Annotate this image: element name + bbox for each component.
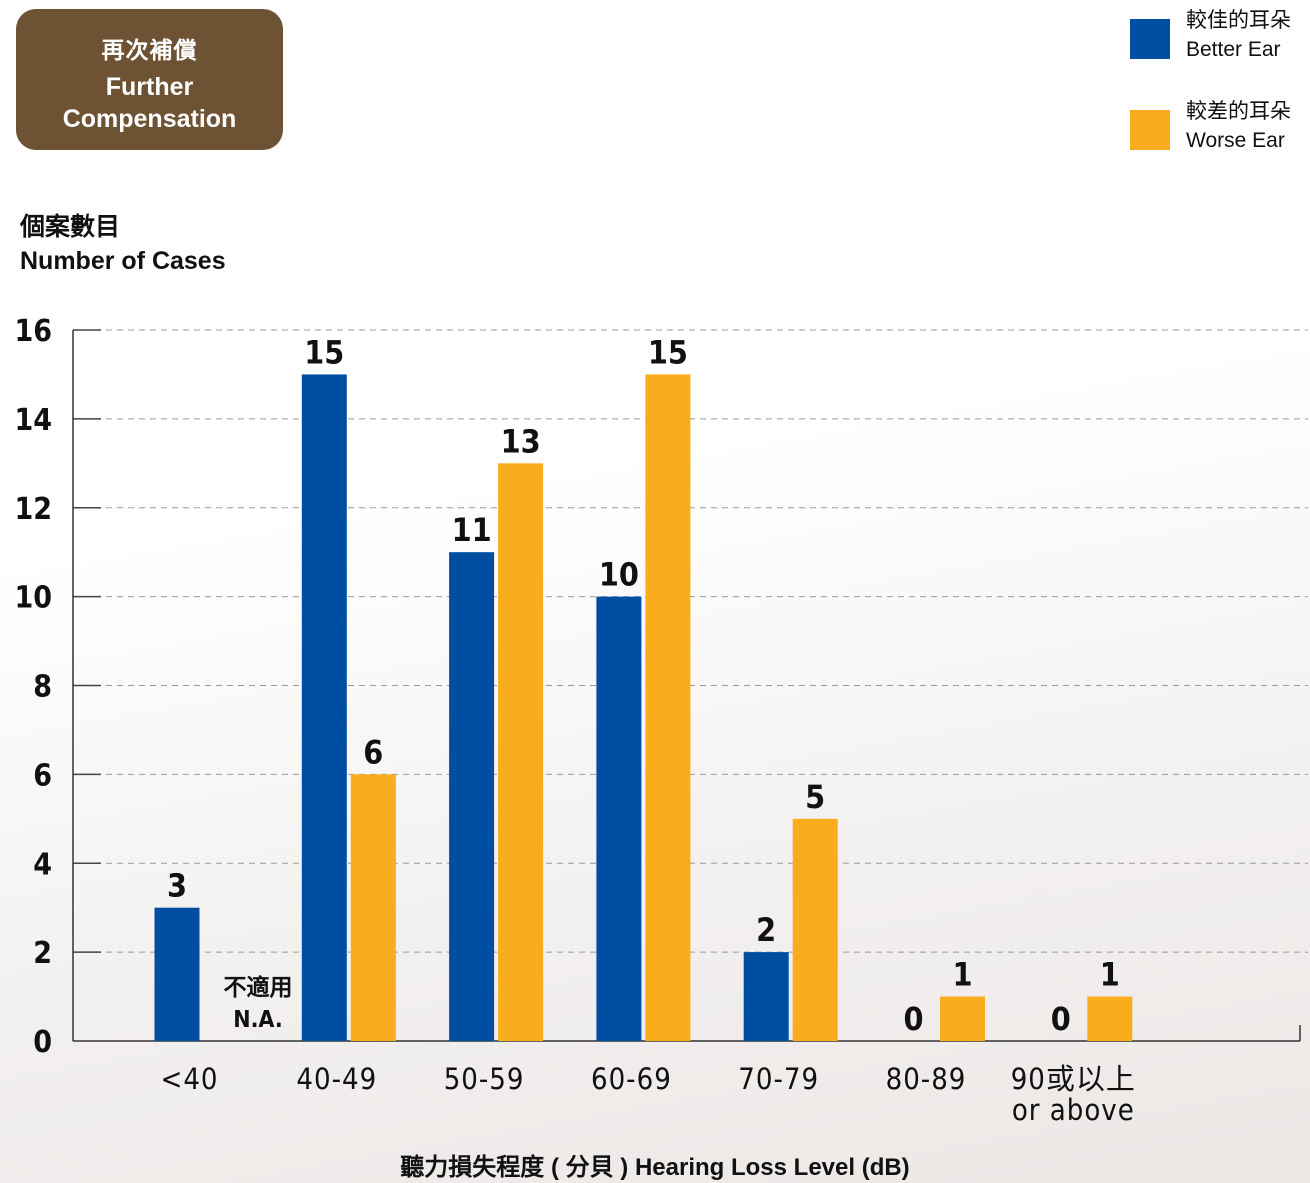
data-label: 2	[756, 911, 776, 949]
x-tick-label: 90或以上	[1011, 1062, 1136, 1096]
bar-better-ear	[449, 552, 495, 1041]
y-tick-label: 12	[14, 492, 52, 527]
x-tick-label: <40	[160, 1062, 218, 1096]
bar-better-ear	[743, 952, 789, 1041]
x-tick-label: 40-49	[296, 1062, 377, 1096]
y-axis-title-zh: 個案數目	[20, 213, 121, 241]
bar-better-ear	[596, 596, 642, 1041]
data-label: 1	[1100, 956, 1120, 994]
bar-worse-ear	[792, 818, 838, 1041]
x-tick-label: 60-69	[591, 1062, 672, 1096]
x-tick-label: 70-79	[738, 1062, 819, 1096]
data-label: 1	[952, 956, 972, 994]
y-tick-label: 8	[33, 670, 52, 705]
x-tick-sublabel: or above	[1012, 1093, 1135, 1127]
badge-title-zh: 再次補償	[101, 37, 198, 63]
bar-better-ear	[301, 374, 347, 1041]
bar-worse-ear	[498, 463, 544, 1041]
y-tick-label: 16	[14, 314, 52, 349]
bar-worse-ear	[1087, 996, 1133, 1041]
data-label: 11	[452, 511, 492, 549]
na-label-zh: 不適用	[224, 974, 293, 1001]
legend-label-en: Better Ear	[1186, 38, 1281, 61]
bar-worse-ear	[940, 996, 985, 1041]
na-label-en: N.A.	[233, 1007, 282, 1033]
y-tick-label: 4	[33, 847, 52, 882]
legend-swatch-better-ear	[1130, 19, 1170, 59]
data-label: 6	[363, 733, 383, 771]
data-label: 13	[501, 422, 541, 460]
y-axis-title-en: Number of Cases	[20, 247, 226, 275]
data-label: 0	[1051, 1000, 1071, 1038]
bar-worse-ear	[350, 774, 396, 1041]
data-label: 15	[648, 333, 688, 371]
legend-label-better-ear: 較佳的耳朵 Better Ear	[1186, 6, 1291, 64]
data-label: 15	[304, 333, 344, 371]
y-axis-title: 個案數目 Number of Cases	[20, 210, 226, 278]
section-badge: 再次補償 Further Compensation	[16, 9, 283, 150]
data-label: 0	[903, 1000, 923, 1038]
y-tick-label: 0	[33, 1025, 52, 1060]
x-axis-title: 聽力損失程度 ( 分貝 ) Hearing Loss Level (dB)	[400, 1154, 910, 1181]
x-tick-label: 80-89	[886, 1062, 967, 1096]
data-label: 10	[599, 556, 639, 594]
bar-worse-ear	[645, 374, 691, 1041]
legend-label-worse-ear: 較差的耳朵 Worse Ear	[1186, 97, 1291, 155]
badge-title-en: Further Compensation	[62, 73, 237, 133]
data-label: 5	[805, 778, 825, 816]
y-tick-label: 6	[33, 758, 52, 793]
legend-swatch-worse-ear	[1130, 110, 1170, 150]
x-tick-label: 50-59	[444, 1062, 525, 1096]
legend-label-zh: 較佳的耳朵	[1186, 9, 1291, 32]
bar-better-ear	[154, 907, 200, 1041]
legend-label-zh: 較差的耳朵	[1186, 100, 1291, 123]
y-tick-label: 14	[14, 403, 52, 438]
y-tick-label: 2	[33, 936, 52, 971]
y-tick-label: 10	[14, 581, 52, 616]
legend-label-en: Worse Ear	[1186, 129, 1285, 152]
data-label: 3	[167, 867, 187, 905]
